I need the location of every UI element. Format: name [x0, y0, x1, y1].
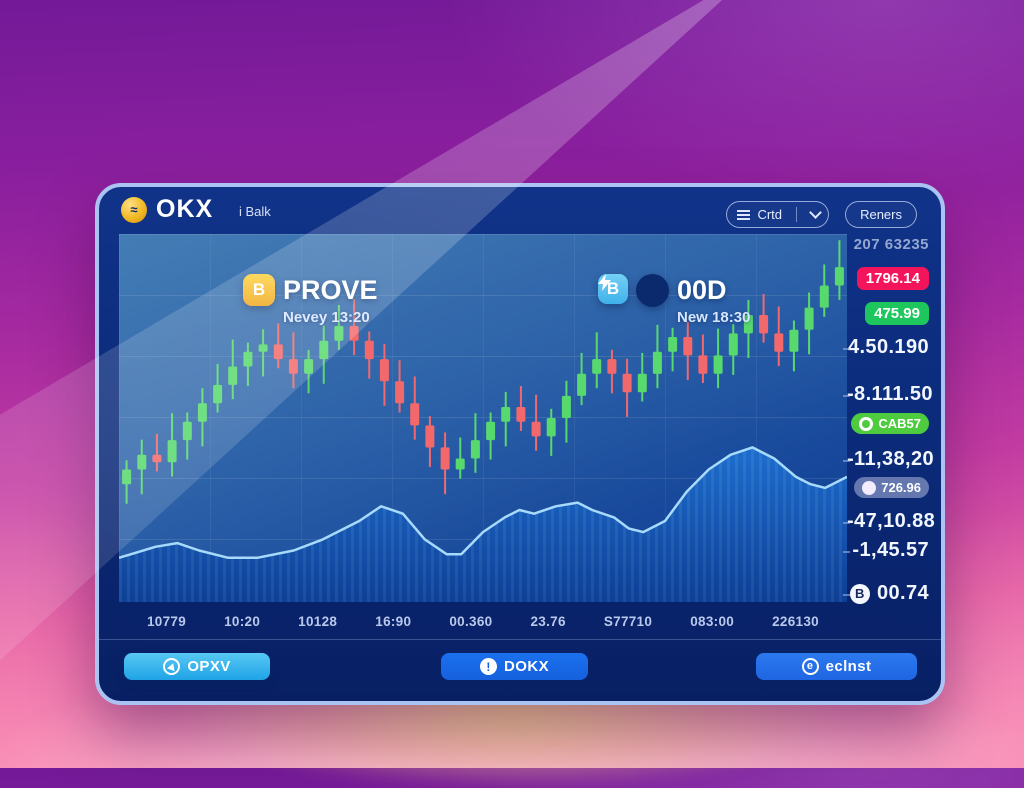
candlestick-area-chart: [119, 240, 847, 602]
price-chart[interactable]: B PROVE Nevey 13:20 B 00D New 18:30: [119, 234, 847, 602]
overlay-ood-title: 00D: [677, 275, 727, 305]
time-tick: 10779: [147, 613, 187, 629]
price-level: -8.111.50: [843, 383, 933, 405]
btc-price-row: B 00.74: [843, 582, 929, 605]
time-tick: 226130: [772, 613, 819, 629]
time-tick: 16:90: [375, 613, 412, 629]
dot-icon: [862, 480, 877, 495]
time-tick: 00.360: [449, 613, 493, 629]
compass-icon: [163, 658, 181, 675]
buy-price-badge[interactable]: 475.99: [847, 302, 929, 325]
time-tick: 10:20: [224, 613, 261, 629]
time-tick: S77710: [603, 613, 653, 629]
lightning-icon: [598, 274, 669, 307]
okx-coin-icon: ≈: [121, 196, 147, 223]
time-tick: 23.76: [530, 613, 566, 629]
bitcoin-badge-icon: B: [243, 274, 275, 306]
dokx-button[interactable]: ! DOKX: [441, 653, 588, 680]
header-nav-label: i Balk: [239, 204, 271, 219]
sell-price-badge[interactable]: 1796.14: [847, 267, 929, 290]
pill-divider: [796, 207, 797, 222]
overlay-ood-subtitle: New 18:30: [677, 309, 751, 326]
price-column: 207 63235 1796.14 475.99 4.50.190 -8.111…: [843, 234, 941, 639]
btc-value: 00.74: [876, 582, 929, 604]
time-tick: 083:00: [690, 613, 735, 629]
brand-name: OKX: [156, 195, 214, 223]
globe-icon: e: [801, 658, 819, 675]
view-selector[interactable]: Crtd: [726, 201, 829, 228]
time-tick: 10128: [298, 613, 338, 629]
overlay-prove: B PROVE Nevey 13:20: [243, 274, 378, 326]
price-level: -47,10.88: [843, 510, 936, 532]
list-icon: [737, 209, 751, 220]
price-level: -1,45.57: [843, 539, 929, 562]
coin-icon: [859, 416, 874, 431]
footer-divider: [99, 639, 941, 640]
price-level: 4.50.190: [843, 336, 929, 358]
eclnst-button[interactable]: e eclnst: [756, 653, 917, 680]
view-selector-label: Crtd: [757, 207, 782, 222]
time-axis: 10779 10:20 10128 16:90 00.360 23.76 S77710 083…: [119, 606, 847, 636]
token-badge[interactable]: CAB57: [847, 413, 929, 434]
bitcoin-icon: B: [849, 583, 870, 604]
overlay-prove-title: PROVE: [283, 275, 378, 305]
footer: OPXV ! DOKX e eclnst: [99, 640, 941, 701]
axis-top-value: 207 63235: [853, 236, 929, 253]
overlay-prove-subtitle: Nevey 13:20: [283, 309, 370, 326]
volume-badge[interactable]: 726.96: [847, 477, 929, 500]
opxv-button[interactable]: OPXV: [124, 653, 270, 680]
alert-icon: !: [480, 658, 498, 675]
reners-button-label: Reners: [860, 207, 902, 222]
price-level: -11,38,20: [843, 448, 935, 470]
brand: ≈ OKX: [121, 195, 213, 224]
overlay-ood: B 00D New 18:30: [598, 274, 750, 326]
chevron-down-icon[interactable]: [809, 206, 822, 219]
trading-panel: ≈ OKX i Balk Crtd Reners B PROVE Nevey 1…: [95, 183, 945, 705]
reners-button[interactable]: Reners: [845, 201, 917, 228]
